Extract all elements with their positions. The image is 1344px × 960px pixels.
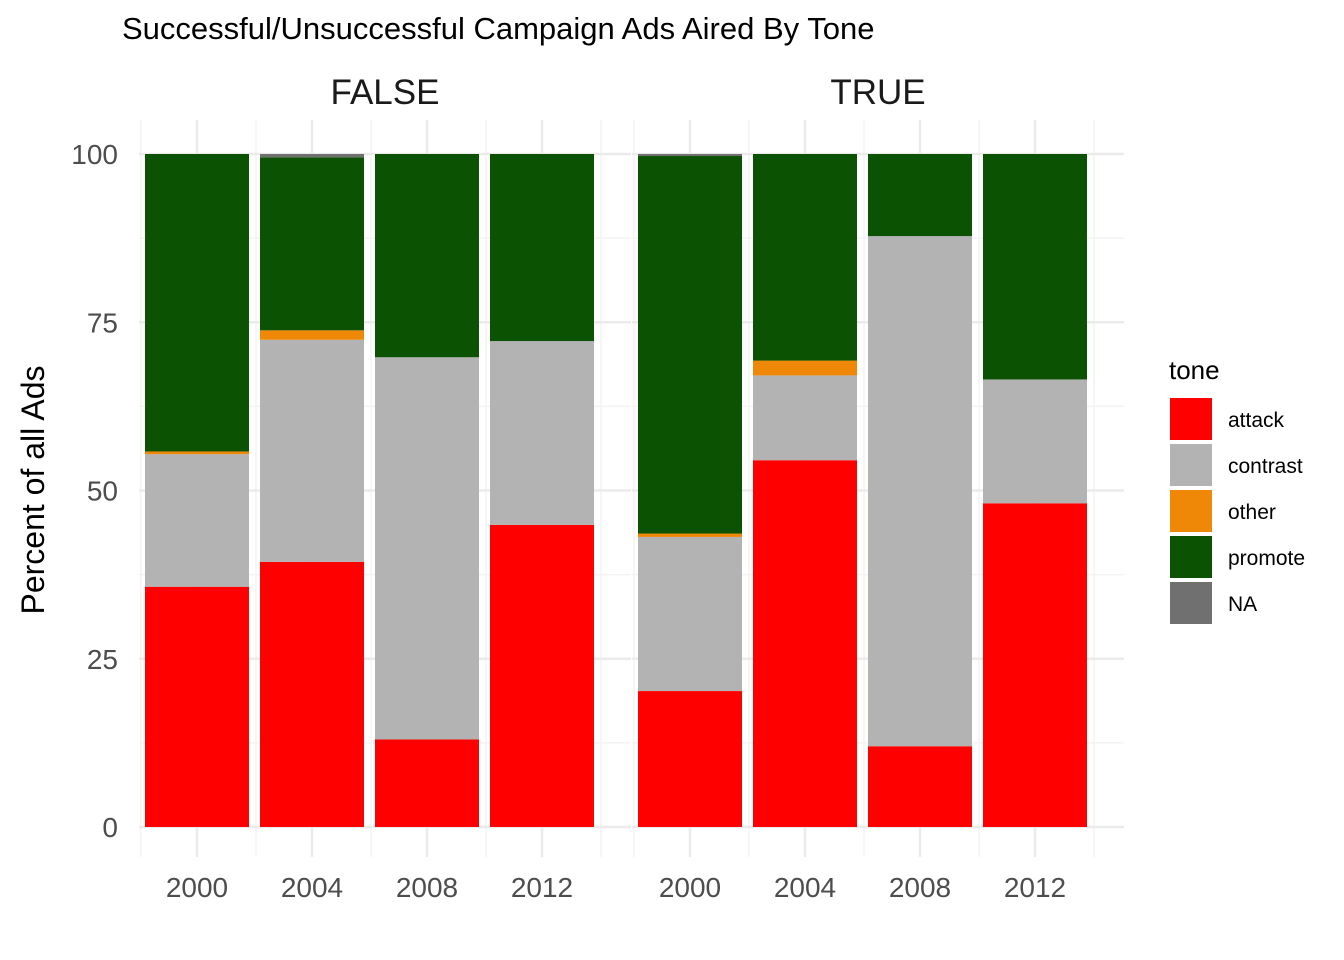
bar-segment-promote [753, 154, 857, 361]
bar-stack-2004 [260, 154, 364, 827]
x-tick-label: 2000 [166, 872, 228, 903]
legend-swatch-promote [1170, 536, 1212, 578]
legend-label: contrast [1228, 455, 1303, 478]
bar-segment-promote [145, 154, 249, 452]
bar-segment-contrast [868, 236, 972, 747]
y-tick-label: 0 [102, 812, 118, 843]
y-tick-label: 75 [87, 307, 118, 338]
bar-segment-attack [638, 691, 742, 827]
x-tick-label: 2008 [889, 872, 951, 903]
bar-segment-attack [145, 586, 249, 827]
y-axis-label: Percent of all Ads [15, 365, 51, 614]
bar-segment-NA [260, 154, 364, 158]
bar-stack-2004 [753, 154, 857, 827]
facet-label: FALSE [331, 73, 440, 112]
y-tick-label: 100 [71, 139, 118, 170]
bar-segment-promote [868, 154, 972, 237]
legend-swatch-na [1170, 582, 1212, 624]
bar-segment-NA [638, 154, 742, 157]
bar-segment-contrast [375, 357, 479, 740]
bar-segment-promote [638, 156, 742, 534]
bar-segment-promote [490, 154, 594, 342]
bar-segment-other [145, 451, 249, 455]
facet-panels: FALSE 2000 2004 2008 2012 0 25 50 75 100 TRUE 2000 2… [71, 73, 1124, 903]
x-tick-label: 2004 [774, 872, 836, 903]
bar-stack-2008 [375, 154, 479, 827]
legend: tone attack contrast other promote NA [1169, 355, 1305, 624]
x-tick-label: 2012 [511, 872, 573, 903]
bar-segment-contrast [260, 339, 364, 562]
legend-label: NA [1228, 593, 1257, 616]
bar-segment-contrast [753, 375, 857, 461]
panel-true: TRUE 2000 2004 2008 2012 [632, 73, 1124, 903]
bar-segment-promote [983, 154, 1087, 380]
bar-stack-2008 [868, 154, 972, 827]
y-tick-label: 25 [87, 644, 118, 675]
legend-items: attack contrast other promote NA [1170, 398, 1305, 624]
bar-stack-2000 [638, 154, 742, 827]
legend-swatch-attack [1170, 398, 1212, 440]
bar-segment-attack [490, 524, 594, 827]
bar-segment-contrast [490, 341, 594, 525]
panel-false: FALSE 2000 2004 2008 2012 0 25 50 75 100 [71, 73, 631, 903]
legend-title: tone [1169, 355, 1220, 385]
bar-segment-promote [260, 157, 364, 331]
legend-label: other [1228, 501, 1276, 524]
x-tick-label: 2012 [1004, 872, 1066, 903]
bar-segment-attack [753, 460, 857, 827]
bar-segment-attack [868, 746, 972, 827]
bar-segment-other [753, 360, 857, 376]
legend-label: attack [1228, 409, 1285, 432]
bar-segment-attack [375, 739, 479, 827]
bar-segment-other [260, 330, 364, 340]
legend-swatch-contrast [1170, 444, 1212, 486]
chart-title: Successful/Unsuccessful Campaign Ads Air… [122, 11, 874, 46]
bar-segment-other [638, 533, 742, 537]
bar-segment-contrast [983, 379, 1087, 504]
y-tick-label: 50 [87, 476, 118, 507]
facet-label: TRUE [830, 73, 925, 112]
bar-segment-attack [983, 503, 1087, 827]
bar-segment-promote [375, 154, 479, 358]
x-tick-label: 2008 [396, 872, 458, 903]
legend-swatch-other [1170, 490, 1212, 532]
bar-stack-2012 [983, 154, 1087, 827]
bar-segment-contrast [638, 536, 742, 692]
bar-segment-contrast [145, 454, 249, 587]
x-tick-label: 2004 [281, 872, 343, 903]
bar-segment-attack [260, 561, 364, 827]
x-tick-label: 2000 [659, 872, 721, 903]
bar-stack-2012 [490, 154, 594, 827]
legend-label: promote [1228, 547, 1305, 570]
bar-stack-2000 [145, 154, 249, 827]
